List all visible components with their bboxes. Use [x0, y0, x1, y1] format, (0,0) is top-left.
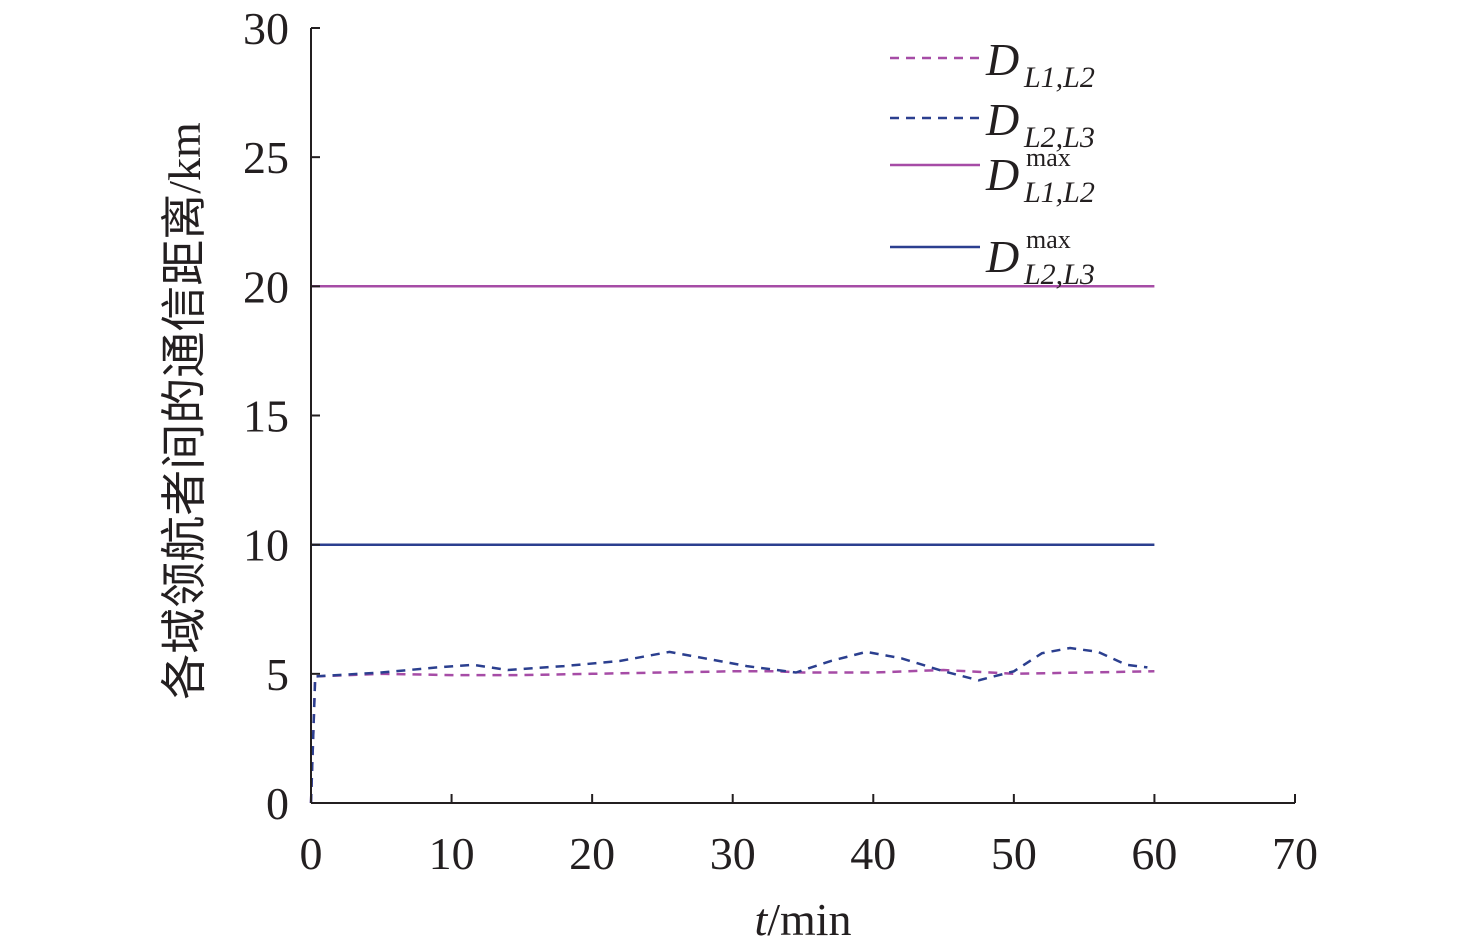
legend-superscript-4: max: [1026, 225, 1071, 254]
legend-label-3: D: [985, 149, 1019, 200]
x-axis-title: t/min: [754, 894, 851, 945]
series-line-1: [309, 668, 1155, 804]
x-tick-label: 70: [1272, 828, 1318, 879]
x-tick-label: 10: [429, 828, 475, 879]
y-tick-label: 10: [243, 520, 289, 571]
x-tick-label: 40: [850, 828, 896, 879]
y-tick-label: 0: [266, 778, 289, 829]
y-tick-label: 20: [243, 261, 289, 312]
legend-subscript-4: L2,L3: [1023, 258, 1095, 291]
x-tick-label: 0: [300, 828, 323, 879]
y-tick-label: 25: [243, 132, 289, 183]
axis-titles: t/min 各域领航者间的通信距离/km: [159, 122, 852, 945]
legend-label-2: D: [985, 94, 1019, 145]
legend-subscript-3: L1,L2: [1023, 176, 1095, 209]
y-tick-label: 5: [266, 649, 289, 700]
y-axis-title: 各域领航者间的通信距离/km: [159, 122, 210, 700]
y-tick-label: 15: [243, 391, 289, 442]
y-tick-label: 30: [243, 3, 289, 54]
x-tick-label: 30: [710, 828, 756, 879]
axes-layer: 0 10 20 30 40 50 60 70 0 5 10 15 20 25 30: [243, 3, 1318, 879]
x-tick-label: 20: [569, 828, 615, 879]
legend-label-4: D: [985, 231, 1019, 282]
legend-superscript-3: max: [1026, 143, 1071, 172]
x-tick-label: 60: [1131, 828, 1177, 879]
legend-subscript-1: L1,L2: [1023, 61, 1095, 94]
x-tick-label: 50: [991, 828, 1037, 879]
legend-label-1: D: [985, 34, 1019, 85]
series-line-2: [309, 646, 1148, 804]
legend-subscript-2: L2,L3: [1023, 121, 1095, 154]
series-layer: [309, 285, 1155, 804]
x-axis-title-variable: t: [754, 894, 768, 945]
x-axis-title-unit: /min: [767, 894, 851, 945]
